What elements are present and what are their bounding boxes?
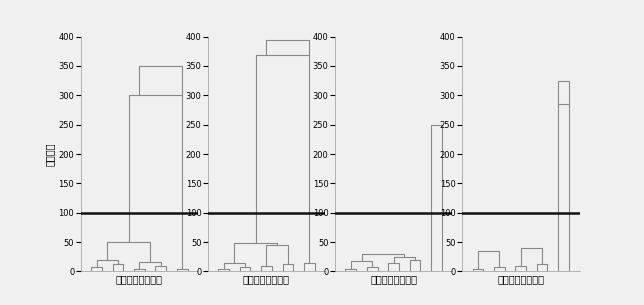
X-axis label: 第一周期数据标号: 第一周期数据标号 (116, 274, 163, 284)
Y-axis label: 类间距离: 类间距离 (44, 142, 54, 166)
X-axis label: 第三周期数据标号: 第三周期数据标号 (370, 274, 417, 284)
X-axis label: 第四周期数据标号: 第四周期数据标号 (497, 274, 544, 284)
X-axis label: 第二周期数据标号: 第二周期数据标号 (243, 274, 290, 284)
